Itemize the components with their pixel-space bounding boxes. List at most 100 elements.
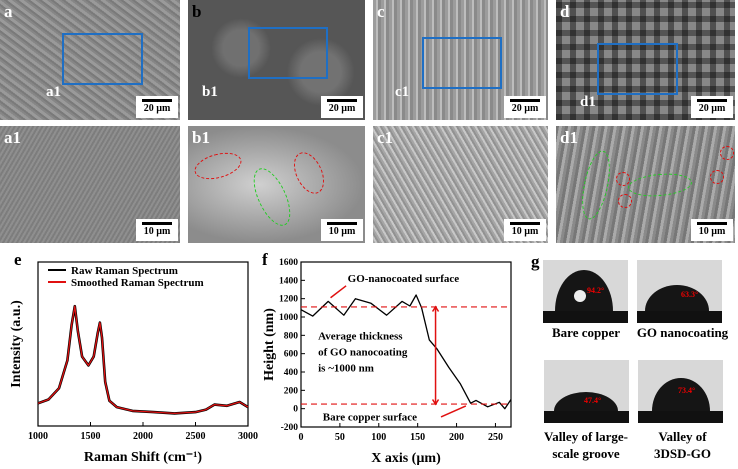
panel-label: a	[4, 2, 13, 21]
x-tick-label: 50	[335, 432, 345, 443]
panel-label-e: e	[14, 250, 22, 269]
sem-panel-c1: c1 10 µm	[373, 126, 548, 243]
scale-bar: 20 µm	[504, 96, 546, 118]
zoom-region-box	[248, 27, 328, 79]
panel-label: a1	[4, 128, 21, 147]
panel-label-f: f	[262, 250, 268, 269]
panel-label: c1	[377, 128, 394, 147]
x-tick-label: 3000	[238, 431, 258, 442]
region-label: b1	[202, 84, 218, 100]
scale-bar: 20 µm	[136, 96, 178, 118]
annotation-top: GO-nanocoated surface	[348, 273, 460, 285]
caption-bare-copper: Bare copper	[536, 324, 636, 341]
caption-line: Valley of	[658, 429, 707, 444]
scale-text: 10 µm	[511, 226, 539, 237]
raman-chart: 1000 1500 2000 2500 3000 Raman Shift (cm⁻¹) In…	[9, 261, 258, 465]
green-ellipse	[576, 148, 616, 222]
zoom-region-box	[597, 43, 678, 95]
droplet-image: 73.4°	[638, 360, 723, 423]
annotation-thickness: of GO nanocoating	[318, 346, 408, 358]
scale-text: 20 µm	[511, 103, 539, 114]
scale-text: 20 µm	[328, 103, 356, 114]
red-circle	[720, 146, 734, 160]
caption-line: GO nanocoating	[636, 325, 729, 340]
panel-label-g: g	[531, 252, 540, 271]
caption-line: 3DSD-GO	[653, 446, 712, 461]
sem-panel-a: a a1 20 µm	[0, 0, 180, 120]
sem-panel-a1: a1 10 µm	[0, 126, 180, 243]
droplet-image: 63.3°	[637, 260, 722, 323]
red-circle	[618, 194, 632, 208]
x-tick-label: 1500	[81, 431, 101, 442]
panel-label: d1	[560, 128, 578, 147]
contact-angle: 94.2°	[587, 286, 605, 295]
scale-text: 10 µm	[328, 226, 356, 237]
pointer-arrow	[330, 285, 347, 299]
x-axis-label: X axis (µm)	[371, 451, 441, 466]
x-tick-label: 200	[449, 432, 464, 443]
y-tick-label: 1200	[279, 295, 298, 305]
region-label: a1	[46, 84, 61, 100]
panel-label: c	[377, 2, 385, 21]
y-tick-label: 1400	[279, 276, 298, 286]
scale-text: 10 µm	[698, 226, 726, 237]
scale-text: 20 µm	[143, 103, 171, 114]
sem-panel-d1: d1 10 µm	[556, 126, 735, 243]
zoom-region-box	[62, 33, 143, 85]
annotation-thickness: Average thickness	[318, 330, 403, 342]
legend-label: Smoothed Raman Spectrum	[71, 277, 204, 289]
pointer-arrow	[440, 405, 467, 418]
x-tick-label: 250	[488, 432, 503, 443]
x-axis-label: Raman Shift (cm⁻¹)	[84, 450, 202, 465]
x-tick-label: 150	[410, 432, 425, 443]
caption-line: Bare copper	[552, 325, 620, 340]
red-ellipse	[191, 148, 245, 184]
series-line-raw-raman-spectrum	[37, 304, 249, 415]
legend-label: Raw Raman Spectrum	[71, 265, 178, 277]
caption-go-nanocoating: GO nanocoating	[630, 324, 735, 341]
y-tick-label: 800	[284, 331, 299, 341]
scale-bar: 20 µm	[691, 96, 733, 118]
sem-panel-b: b b1 20 µm	[188, 0, 365, 120]
arrowheads	[431, 305, 440, 406]
zoom-region-box	[422, 37, 502, 89]
y-tick-label: 0	[293, 405, 298, 415]
scale-bar: 10 µm	[504, 219, 546, 241]
droplet-image: 94.2°	[543, 260, 628, 323]
panel-label: d	[560, 2, 570, 21]
sem-panel-d: d d1 20 µm	[556, 0, 735, 120]
contact-angle: 47.4°	[584, 396, 602, 405]
droplet-image: 47.4°	[544, 360, 629, 423]
y-axis-label: Intensity (a.u.)	[9, 300, 24, 388]
green-ellipse	[627, 171, 693, 199]
scale-bar: 10 µm	[691, 219, 733, 241]
plot-frame	[300, 261, 512, 428]
region-label: c1	[395, 84, 410, 100]
x-tick-label: 0	[299, 432, 304, 443]
y-tick-label: 1000	[279, 313, 298, 323]
region-label: d1	[580, 94, 596, 110]
sem-panel-b1: b1 10 µm	[188, 126, 365, 243]
caption-valley-3dsd: Valley of 3DSD-GO	[630, 428, 735, 462]
y-axis-label: Height (nm)	[262, 308, 277, 381]
scale-text: 10 µm	[143, 226, 171, 237]
contact-angle: 73.4°	[678, 386, 696, 395]
contact-angle: 63.3°	[681, 290, 699, 299]
y-tick-label: 200	[284, 386, 299, 396]
annotation-thickness: is ~1000 nm	[318, 362, 374, 374]
panel-label: b	[192, 2, 202, 21]
y-tick-label: 400	[284, 368, 299, 378]
x-tick-label: 1000	[28, 431, 48, 442]
series-line-smoothed-raman-spectrum	[37, 305, 249, 415]
caption-line: scale groove	[552, 446, 620, 461]
red-circle	[710, 170, 724, 184]
height-profile-chart: 0 50 100 150 200 250-200020040060080010001200…	[262, 258, 512, 466]
red-ellipse	[287, 147, 331, 199]
x-tick-label: 2000	[133, 431, 153, 442]
green-ellipse	[246, 162, 298, 232]
y-tick-label: 1600	[279, 258, 298, 268]
x-tick-label: 2500	[186, 431, 206, 442]
caption-line: Valley of large-	[544, 429, 628, 444]
panel-label: b1	[192, 128, 210, 147]
